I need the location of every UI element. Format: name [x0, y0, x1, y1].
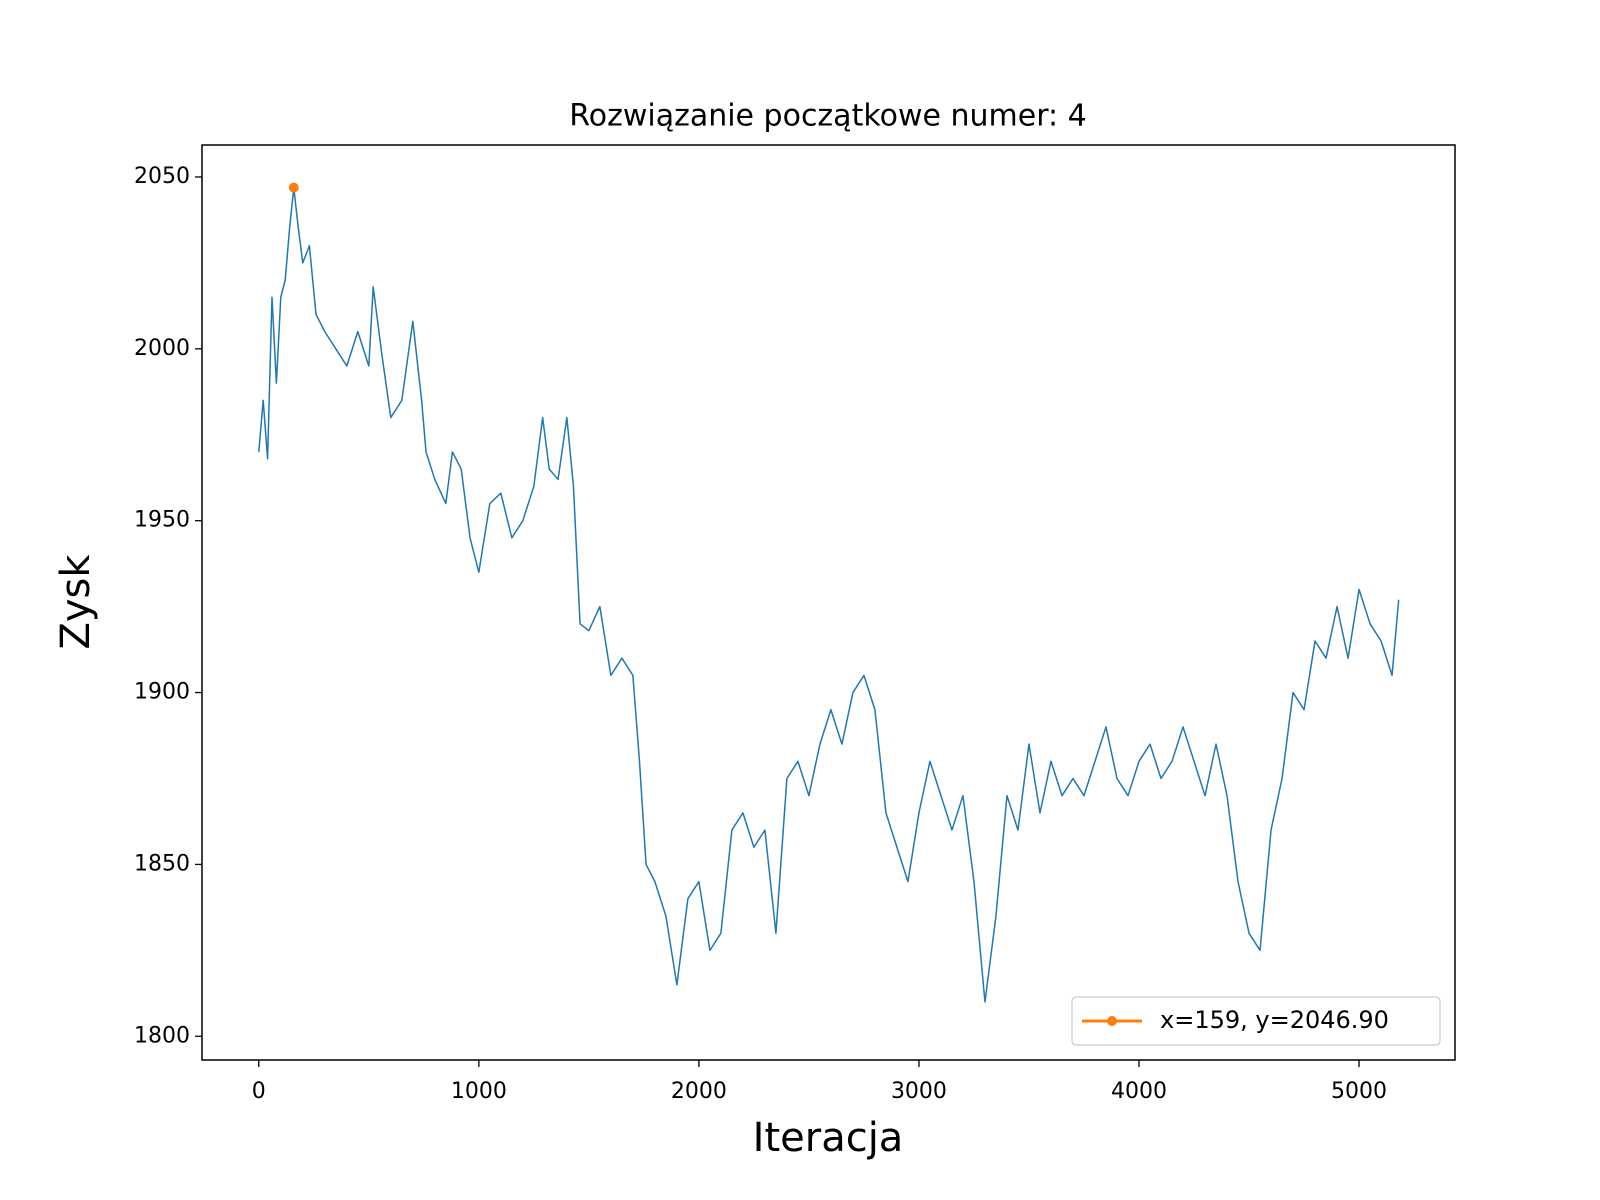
plot-frame — [201, 144, 1456, 1061]
legend-marker — [1107, 1016, 1117, 1026]
y-tick-label: 1900 — [134, 680, 190, 705]
x-tick-label: 1000 — [451, 1079, 507, 1104]
y-tick-label: 2050 — [134, 164, 190, 189]
data-line — [258, 186, 1400, 1003]
x-tick-label: 4000 — [1111, 1079, 1167, 1104]
x-tick-label: 3000 — [891, 1079, 947, 1104]
y-axis-label: Zysk — [53, 554, 99, 650]
y-tick-label: 1800 — [134, 1023, 190, 1048]
x-axis-label: Iteracja — [753, 1115, 904, 1161]
legend-box — [1071, 996, 1441, 1046]
x-tick-label: 0 — [252, 1079, 266, 1104]
y-tick-label: 1850 — [134, 851, 190, 876]
marker-point — [288, 182, 299, 193]
legend-label: x=159, y=2046.90 — [1160, 1006, 1389, 1034]
y-tick-label: 2000 — [134, 336, 190, 361]
y-tick-label: 1950 — [134, 508, 190, 533]
x-tick-label: 2000 — [671, 1079, 727, 1104]
chart-title: Rozwiązanie początkowe numer: 4 — [569, 99, 1087, 134]
x-tick-label: 5000 — [1331, 1079, 1387, 1104]
